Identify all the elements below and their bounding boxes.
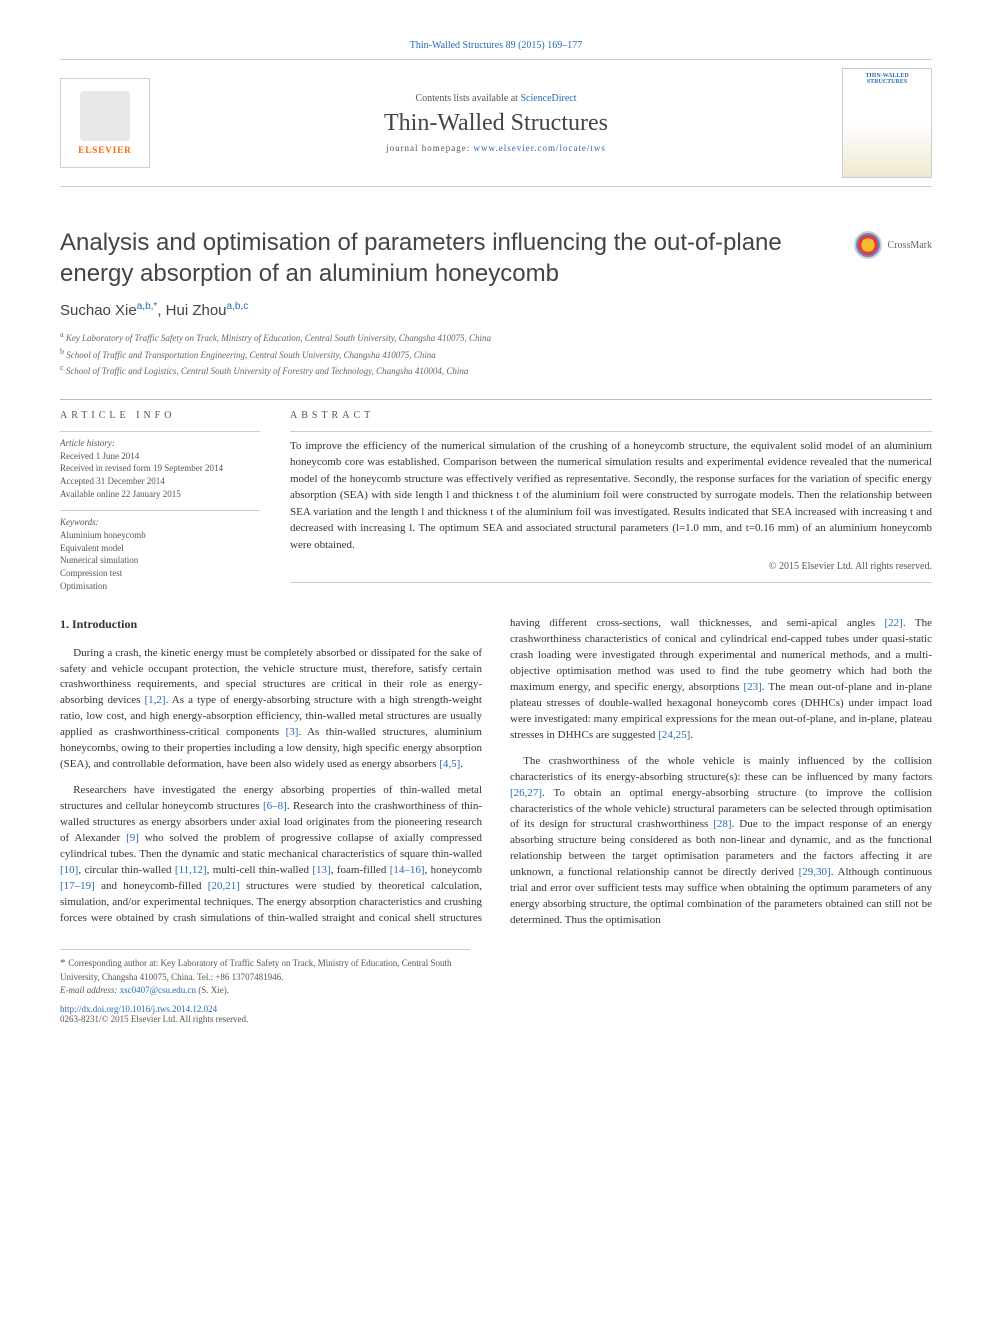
email-link[interactable]: xsc0407@csu.edu.cn — [120, 985, 196, 995]
abstract-heading: ABSTRACT — [290, 410, 932, 421]
citation-link[interactable]: [1,2] — [145, 694, 166, 706]
citation-link[interactable]: [28] — [713, 818, 731, 830]
affiliations: a Key Laboratory of Traffic Safety on Tr… — [60, 329, 932, 379]
author-2-aff[interactable]: a,b,c — [227, 301, 249, 312]
citation-link[interactable]: [23] — [743, 681, 761, 693]
citation-link[interactable]: [20,21] — [208, 880, 240, 892]
author-list: Suchao Xiea,b,*, Hui Zhoua,b,c — [60, 301, 932, 319]
citation-link[interactable]: [10] — [60, 864, 78, 876]
citation-link[interactable]: [9] — [126, 832, 139, 844]
homepage-link[interactable]: www.elsevier.com/locate/tws — [474, 143, 606, 153]
citation-link[interactable]: [22] — [885, 617, 903, 629]
revised-date: Received in revised form 19 September 20… — [60, 462, 260, 475]
homepage-prefix: journal homepage: — [386, 143, 473, 153]
article-info-heading: ARTICLE INFO — [60, 410, 260, 421]
citation-link[interactable]: [6–8] — [263, 800, 287, 812]
citation-link[interactable]: [24,25] — [658, 729, 690, 741]
elsevier-text: ELSEVIER — [78, 145, 132, 155]
journal-homepage: journal homepage: www.elsevier.com/locat… — [150, 143, 842, 153]
abstract-text: To improve the efficiency of the numeric… — [290, 438, 932, 554]
keyword: Optimisation — [60, 580, 260, 593]
citation-link[interactable]: [13] — [312, 864, 330, 876]
corr-author-text: Corresponding author at: Key Laboratory … — [60, 958, 452, 982]
crossmark-icon — [854, 231, 882, 259]
contents-prefix: Contents lists available at — [415, 93, 520, 104]
citation-link[interactable]: [29,30] — [799, 866, 831, 878]
journal-title: Thin-Walled Structures — [150, 110, 842, 137]
author-1: Suchao Xie — [60, 302, 137, 319]
keyword: Numerical simulation — [60, 554, 260, 567]
email-label: E-mail address: — [60, 985, 120, 995]
history-label: Article history: — [60, 438, 260, 448]
article-title: Analysis and optimisation of parameters … — [60, 227, 834, 289]
citation-link[interactable]: [26,27] — [510, 787, 542, 799]
affiliation-c: School of Traffic and Logistics, Central… — [66, 366, 469, 376]
article-info: ARTICLE INFO Article history: Received 1… — [60, 410, 260, 592]
email-suffix: (S. Xie). — [196, 985, 229, 995]
keywords-label: Keywords: — [60, 517, 260, 527]
keyword: Equivalent model — [60, 542, 260, 555]
corresponding-footnote: * Corresponding author at: Key Laborator… — [60, 949, 470, 997]
citation-link[interactable]: [4,5] — [439, 758, 460, 770]
issn-copyright: 0263-8231/© 2015 Elsevier Ltd. All right… — [60, 1014, 932, 1024]
affiliation-a: Key Laboratory of Traffic Safety on Trac… — [66, 333, 491, 343]
citation-link[interactable]: [11,12] — [175, 864, 207, 876]
abstract-copyright: © 2015 Elsevier Ltd. All rights reserved… — [290, 561, 932, 572]
journal-cover: THIN-WALLED STRUCTURES — [842, 68, 932, 178]
keyword: Aluminium honeycomb — [60, 529, 260, 542]
author-1-aff[interactable]: a,b, — [137, 301, 154, 312]
sciencedirect-link[interactable]: ScienceDirect — [520, 93, 576, 104]
cover-title: THIN-WALLED STRUCTURES — [847, 73, 927, 85]
contents-available: Contents lists available at ScienceDirec… — [150, 93, 842, 104]
affiliation-b: School of Traffic and Transportation Eng… — [66, 350, 436, 360]
body-paragraph: The crashworthiness of the whole vehicle… — [510, 754, 932, 929]
journal-header: ELSEVIER Contents lists available at Sci… — [60, 59, 932, 187]
doi-link[interactable]: http://dx.doi.org/10.1016/j.tws.2014.12.… — [60, 1004, 217, 1014]
accepted-date: Accepted 31 December 2014 — [60, 475, 260, 488]
citation-link[interactable]: [14–16] — [390, 864, 425, 876]
online-date: Available online 22 January 2015 — [60, 488, 260, 501]
section-heading: 1. Introduction — [60, 616, 482, 633]
keyword: Compression test — [60, 567, 260, 580]
crossmark-badge[interactable]: CrossMark — [854, 231, 932, 259]
abstract: ABSTRACT To improve the efficiency of th… — [290, 410, 932, 592]
header-citation[interactable]: Thin-Walled Structures 89 (2015) 169–177 — [60, 40, 932, 51]
elsevier-logo: ELSEVIER — [60, 78, 150, 168]
author-2: , Hui Zhou — [157, 302, 226, 319]
citation-link[interactable]: [17–19] — [60, 880, 95, 892]
received-date: Received 1 June 2014 — [60, 450, 260, 463]
elsevier-tree-icon — [80, 91, 130, 141]
body-paragraph: During a crash, the kinetic energy must … — [60, 646, 482, 774]
citation-link[interactable]: [3] — [286, 726, 299, 738]
crossmark-label: CrossMark — [888, 240, 932, 251]
